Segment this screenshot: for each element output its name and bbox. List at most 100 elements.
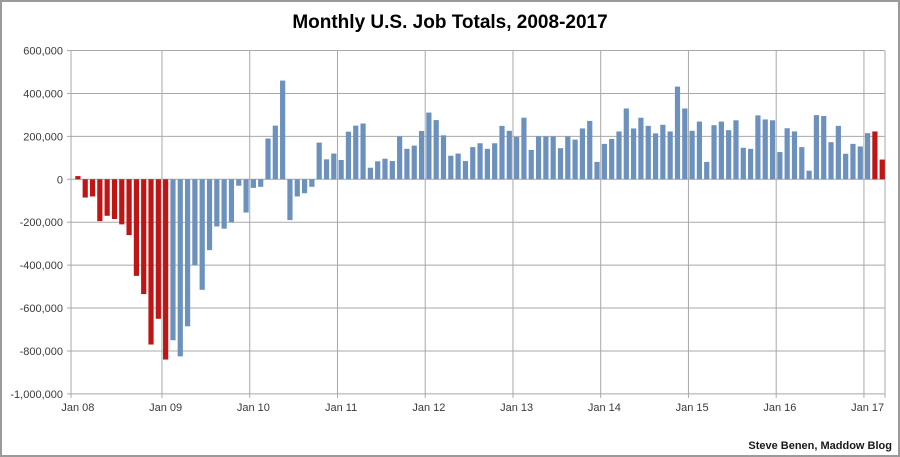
bar-aug-2012 (477, 143, 483, 180)
bar-dec-2011 (418, 131, 425, 180)
bar-apr-2010 (272, 125, 278, 180)
bar-jun-2012 (462, 161, 469, 180)
bar-feb-2017 (872, 131, 878, 180)
bar-jul-2011 (382, 158, 388, 180)
bar-mar-2008 (89, 179, 96, 197)
bar-may-2011 (367, 167, 373, 180)
bar-jun-2013 (550, 136, 556, 180)
bar-dec-2016 (857, 146, 863, 180)
bar-jul-2016 (821, 115, 827, 180)
y-axis-tick-label: 200,000 (23, 131, 63, 143)
bar-jun-2010 (287, 179, 293, 221)
bar-jul-2013 (557, 148, 564, 180)
bar-mar-2014 (616, 131, 622, 180)
bar-jul-2015 (733, 120, 739, 180)
bar-nov-2009 (236, 179, 242, 186)
bar-dec-2013 (594, 161, 600, 180)
bar-nov-2014 (674, 86, 681, 180)
bar-dec-2009 (243, 179, 249, 213)
bar-mar-2012 (440, 135, 447, 180)
bar-sep-2016 (835, 125, 841, 180)
bar-feb-2010 (258, 179, 264, 187)
y-axis-tick-label: 0 (57, 174, 63, 186)
bar-jun-2015 (726, 130, 732, 180)
bar-nov-2013 (587, 120, 593, 180)
bar-oct-2011 (404, 148, 410, 180)
bar-nov-2016 (850, 143, 856, 180)
bar-sep-2008 (133, 179, 139, 276)
bar-dec-2010 (331, 153, 337, 180)
bar-dec-2014 (682, 108, 688, 180)
bar-jan-2008 (75, 176, 81, 180)
y-axis-tick-label: -400,000 (20, 260, 63, 272)
bar-may-2008 (104, 179, 110, 216)
bar-aug-2010 (301, 179, 308, 194)
y-axis-tick-label: -800,000 (20, 346, 63, 358)
bar-sep-2014 (660, 124, 666, 180)
bar-feb-2012 (433, 120, 439, 180)
bar-may-2013 (543, 136, 549, 180)
bar-jan-2014 (601, 143, 607, 180)
bar-aug-2008 (126, 179, 132, 236)
bar-feb-2015 (696, 121, 703, 180)
bar-jan-2013 (514, 136, 520, 180)
bar-mar-2017 (879, 159, 885, 180)
bar-nov-2008 (148, 179, 154, 345)
y-axis-tick-label: -1,000,000 (10, 389, 63, 401)
bar-oct-2015 (755, 115, 761, 180)
bar-dec-2015 (769, 120, 776, 180)
bar-dec-2008 (155, 179, 161, 319)
bar-oct-2008 (141, 179, 147, 295)
bar-apr-2008 (97, 179, 103, 222)
bar-mar-2016 (791, 131, 798, 180)
bar-jul-2010 (294, 179, 300, 197)
bar-nov-2011 (411, 145, 417, 180)
bar-jun-2014 (638, 117, 644, 180)
x-axis-tick-label: Jan 12 (412, 402, 445, 414)
bar-apr-2014 (623, 108, 629, 180)
x-axis-tick-label: Jan 11 (325, 402, 357, 414)
bar-oct-2016 (843, 153, 849, 180)
bar-aug-2009 (214, 179, 220, 227)
y-axis-tick-label: -600,000 (20, 303, 63, 315)
bar-may-2016 (806, 170, 812, 180)
bar-jan-2017 (865, 133, 871, 180)
bar-aug-2015 (740, 147, 746, 180)
bar-jun-2016 (813, 115, 820, 180)
bar-jul-2008 (119, 179, 125, 225)
bar-jan-2012 (426, 112, 432, 180)
bar-nov-2012 (499, 125, 505, 180)
x-axis-tick-label: Jan 10 (237, 402, 270, 414)
bar-mar-2015 (704, 161, 710, 180)
bar-jun-2008 (111, 179, 118, 219)
y-axis-tick-label: 600,000 (23, 46, 63, 58)
bar-sep-2013 (572, 139, 578, 180)
bar-jan-2011 (338, 159, 344, 180)
bar-aug-2011 (389, 161, 395, 180)
bar-apr-2016 (799, 147, 805, 180)
bar-oct-2009 (228, 179, 235, 223)
bar-sep-2010 (309, 179, 315, 187)
bar-aug-2016 (828, 142, 834, 180)
x-axis-tick-label: Jan 13 (500, 402, 533, 414)
bar-apr-2012 (448, 155, 454, 180)
bar-nov-2015 (762, 119, 768, 180)
bar-feb-2011 (345, 131, 352, 180)
bar-jan-2010 (250, 179, 256, 188)
bar-sep-2009 (221, 179, 227, 229)
bar-jun-2009 (199, 179, 205, 290)
bar-feb-2014 (609, 138, 615, 180)
bar-jul-2012 (470, 147, 476, 180)
x-axis-tick-label: Jan 09 (149, 402, 182, 414)
bar-mar-2010 (265, 138, 271, 180)
x-axis-tick-label: Jan 08 (61, 402, 94, 414)
bar-may-2009 (192, 179, 198, 266)
bar-may-2014 (631, 128, 637, 180)
bar-may-2010 (280, 80, 286, 180)
bar-mar-2009 (177, 179, 183, 357)
bar-jun-2011 (375, 161, 381, 180)
bar-oct-2010 (316, 142, 322, 180)
y-axis-tick-label: -200,000 (20, 217, 63, 229)
